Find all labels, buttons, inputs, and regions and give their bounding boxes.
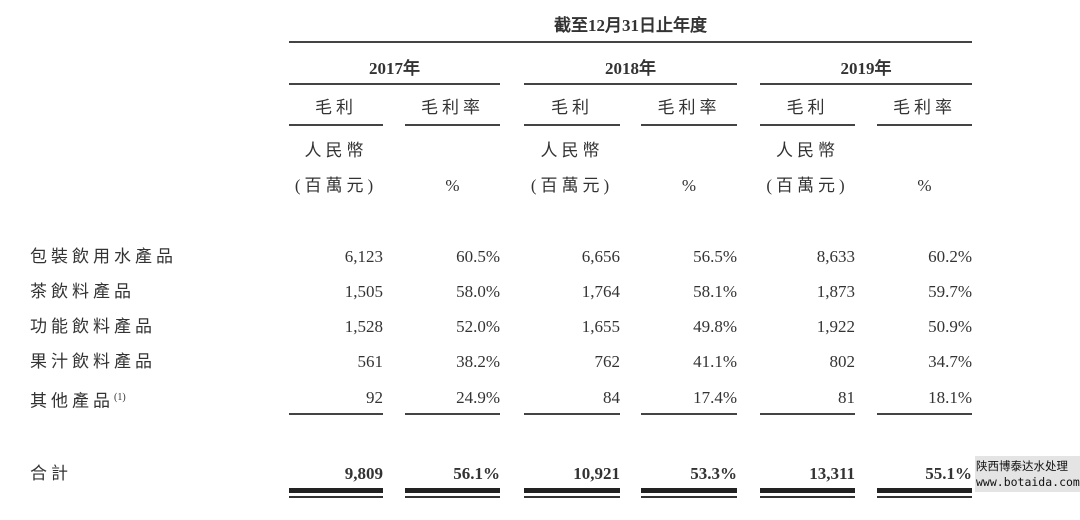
total-cell: 53.3% [690,464,737,483]
column-header: 毛利率 [421,98,484,117]
table-cell: 1,528 [344,317,383,336]
unit-label: (百萬元) [294,176,378,195]
table-cell: 6,656 [581,247,620,266]
column-rule [289,124,383,126]
column-header: 毛利率 [657,98,721,117]
year-header: 2018年 [605,59,656,78]
row-label: 茶飲料產品 [30,282,135,302]
row-label: 包裝飲用水產品 [30,247,177,267]
table-cell: 18.1% [928,388,972,407]
table-cell: 60.2% [928,247,972,266]
table-cell: 50.9% [928,317,972,336]
double-rule-bottom [877,496,972,498]
row-label-text: 果汁飲料產品 [30,352,156,371]
row-label-text: 包裝飲用水產品 [30,247,177,266]
column-rule [760,124,855,126]
row-label-text: 其他產品 [30,391,114,411]
total-cell: 13,311 [809,464,855,483]
percent-label: % [917,176,932,195]
total-cell: 55.1% [925,464,972,483]
currency-label: 人民幣 [540,141,604,160]
column-rule [524,124,620,126]
table-cell: 24.9% [456,388,500,407]
table-cell: 34.7% [928,352,972,371]
table-cell: 1,922 [816,317,855,336]
total-cell: 10,921 [573,464,620,483]
row-label: 功能飲料產品 [30,317,156,337]
column-rule [877,124,972,126]
table-cell: 41.1% [693,352,737,371]
total-label: 合計 [30,464,72,483]
title-rule [289,41,972,43]
table-cell: 84 [603,388,620,407]
table-cell: 38.2% [456,352,500,371]
unit-label: (百萬元) [530,176,614,195]
double-rule-top [405,488,500,493]
subtotal-rule [289,413,383,415]
double-rule-bottom [760,496,855,498]
table-cell: 1,505 [344,282,383,301]
currency-label: 人民幣 [776,141,839,160]
unit-label: (百萬元) [766,176,849,195]
double-rule-top [641,488,737,493]
double-rule-bottom [405,496,500,498]
double-rule-top [760,488,855,493]
year-header: 2019年 [840,59,892,78]
total-cell: 56.1% [453,464,500,483]
double-rule-top [524,488,620,493]
year-rule [289,83,500,85]
table-cell: 59.7% [928,282,972,301]
subtotal-rule [405,413,500,415]
row-label: 其他產品(1) [30,388,126,412]
table-cell: 1,873 [816,282,855,301]
year-rule [760,83,972,85]
double-rule-bottom [524,496,620,498]
subtotal-rule [641,413,737,415]
table-cell: 17.4% [693,388,737,407]
column-header: 毛利 [786,98,829,117]
column-header: 毛利 [551,98,593,117]
percent-label: % [445,176,460,195]
table-cell: 92 [366,388,383,407]
table-cell: 58.1% [693,282,737,301]
percent-label: % [681,176,697,195]
table-cell: 802 [829,352,856,371]
total-cell: 9,809 [344,464,383,483]
subtotal-rule [760,413,855,415]
table-cell: 762 [594,352,621,371]
currency-label: 人民幣 [304,141,368,160]
table-cell: 6,123 [344,247,383,266]
column-rule [641,124,737,126]
column-header: 毛利 [315,98,357,117]
subtotal-rule [524,413,620,415]
double-rule-bottom [641,496,737,498]
subtotal-rule [877,413,972,415]
table-cell: 561 [357,352,384,371]
year-rule [524,83,737,85]
column-header: 毛利率 [893,98,956,117]
year-header: 2017年 [369,59,420,78]
table-title: 截至12月31日止年度 [554,16,707,35]
row-label-text: 茶飲料產品 [30,282,135,301]
watermark: 陕西博泰达水处理 www.botaida.com [975,456,1080,492]
double-rule-bottom [289,496,383,498]
footnote-marker: (1) [114,392,126,403]
column-rule [405,124,500,126]
table-cell: 58.0% [456,282,500,301]
table-cell: 1,764 [581,282,620,301]
table-cell: 49.8% [693,317,737,336]
table-cell: 1,655 [581,317,620,336]
table-cell: 52.0% [456,317,500,336]
double-rule-top [289,488,383,493]
double-rule-top [877,488,972,493]
table-cell: 56.5% [693,247,737,266]
table-cell: 60.5% [456,247,500,266]
row-label: 果汁飲料產品 [30,352,156,372]
row-label-text: 功能飲料產品 [30,317,156,336]
table-cell: 8,633 [816,247,855,266]
table-cell: 81 [838,388,855,407]
